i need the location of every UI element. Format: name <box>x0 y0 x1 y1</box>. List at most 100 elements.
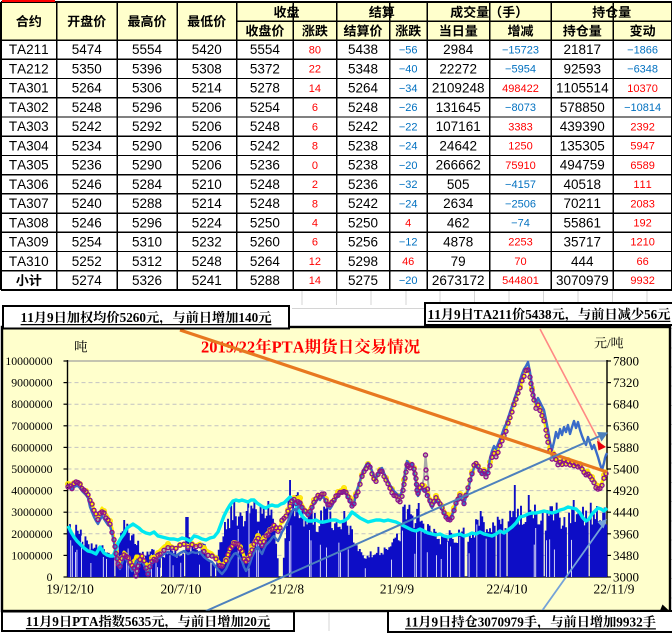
svg-text:5260: 5260 <box>250 235 280 250</box>
svg-text:5260: 5260 <box>120 310 147 325</box>
svg-text:TA302: TA302 <box>9 100 49 115</box>
svg-text:505: 505 <box>447 177 470 192</box>
svg-text:444: 444 <box>571 254 594 269</box>
svg-text:3960: 3960 <box>613 526 639 541</box>
svg-text:3000: 3000 <box>613 570 639 585</box>
svg-text:2634: 2634 <box>443 196 474 211</box>
svg-text:5290: 5290 <box>132 158 162 173</box>
svg-text:−1866: −1866 <box>627 44 658 56</box>
svg-text:5438: 5438 <box>348 42 378 57</box>
svg-text:5274: 5274 <box>72 273 103 288</box>
svg-text:9932: 9932 <box>616 614 643 629</box>
svg-text:5288: 5288 <box>250 273 280 288</box>
svg-text:5296: 5296 <box>132 100 162 115</box>
svg-text:2000000: 2000000 <box>11 527 52 541</box>
svg-text:0: 0 <box>47 570 53 584</box>
svg-text:5308: 5308 <box>192 61 222 76</box>
svg-text:11: 11 <box>428 307 441 322</box>
svg-text:5232: 5232 <box>192 235 222 250</box>
svg-text:5947: 5947 <box>630 141 654 153</box>
svg-text:5298: 5298 <box>348 254 378 269</box>
svg-text:3070979: 3070979 <box>478 614 525 629</box>
svg-text:9932: 9932 <box>630 275 654 287</box>
svg-text:2984: 2984 <box>443 42 474 57</box>
svg-text:4: 4 <box>405 218 411 230</box>
svg-text:14: 14 <box>309 275 321 287</box>
svg-text:4000000: 4000000 <box>11 484 52 498</box>
svg-text:111: 111 <box>633 179 651 191</box>
svg-text:8: 8 <box>312 141 318 153</box>
svg-text:5474: 5474 <box>72 42 103 57</box>
svg-text:5210: 5210 <box>192 177 222 192</box>
svg-text:20/7/10: 20/7/10 <box>161 582 202 597</box>
svg-text:2253: 2253 <box>508 237 532 249</box>
svg-text:5242: 5242 <box>72 119 102 134</box>
svg-text:2: 2 <box>312 179 318 191</box>
svg-text:5312: 5312 <box>132 254 162 269</box>
svg-text:5292: 5292 <box>132 119 162 134</box>
svg-text:−10814: −10814 <box>624 102 661 114</box>
svg-text:5880: 5880 <box>613 440 639 455</box>
svg-text:2109248: 2109248 <box>432 81 485 96</box>
svg-text:1210: 1210 <box>630 237 654 249</box>
svg-text:5242: 5242 <box>250 138 280 153</box>
svg-text:266662: 266662 <box>436 158 481 173</box>
svg-text:7000000: 7000000 <box>11 419 52 433</box>
svg-text:9: 9 <box>432 614 439 629</box>
svg-text:192: 192 <box>633 218 651 230</box>
svg-text:3000000: 3000000 <box>11 505 52 519</box>
svg-text:3480: 3480 <box>613 548 639 563</box>
svg-text:5372: 5372 <box>250 61 280 76</box>
svg-text:4920: 4920 <box>613 483 639 498</box>
svg-text:5246: 5246 <box>72 215 102 230</box>
svg-text:66: 66 <box>636 256 648 268</box>
svg-text:5254: 5254 <box>250 100 281 115</box>
svg-text:5310: 5310 <box>132 235 162 250</box>
svg-text:5241: 5241 <box>192 273 222 288</box>
svg-text:TA309: TA309 <box>9 235 49 250</box>
svg-text:135305: 135305 <box>560 138 605 153</box>
svg-text:5242: 5242 <box>348 196 378 211</box>
svg-text:80: 80 <box>309 44 321 56</box>
svg-text:5236: 5236 <box>72 158 102 173</box>
svg-text:5396: 5396 <box>132 61 162 76</box>
svg-text:TA303: TA303 <box>9 119 49 134</box>
svg-text:56: 56 <box>644 307 658 322</box>
svg-text:12: 12 <box>309 256 321 268</box>
svg-text:1105514: 1105514 <box>556 81 609 96</box>
svg-text:−32: −32 <box>399 179 418 191</box>
svg-text:2673172: 2673172 <box>432 273 485 288</box>
svg-text:TA307: TA307 <box>9 196 49 211</box>
svg-text:−24: −24 <box>399 141 418 153</box>
svg-text:/: / <box>607 336 611 351</box>
svg-text:TA308: TA308 <box>9 215 49 230</box>
svg-text:TA304: TA304 <box>9 138 49 153</box>
svg-text:5214: 5214 <box>192 196 223 211</box>
svg-text:5224: 5224 <box>192 215 223 230</box>
svg-text:−5954: −5954 <box>505 64 536 76</box>
svg-text:9: 9 <box>454 307 461 322</box>
svg-text:5248: 5248 <box>72 100 102 115</box>
svg-text:5264: 5264 <box>250 254 281 269</box>
svg-text:4878: 4878 <box>443 235 473 250</box>
svg-text:5236: 5236 <box>348 177 378 192</box>
svg-text:5420: 5420 <box>192 42 222 57</box>
svg-text:92593: 92593 <box>564 61 602 76</box>
svg-text:1000000: 1000000 <box>11 548 52 562</box>
svg-text:5635: 5635 <box>125 614 152 629</box>
svg-text:5326: 5326 <box>132 273 162 288</box>
svg-text:6840: 6840 <box>613 397 639 412</box>
svg-text:21/2/8: 21/2/8 <box>270 582 305 597</box>
svg-text:TA211: TA211 <box>9 42 49 57</box>
svg-text:5438: 5438 <box>525 307 552 322</box>
svg-text:14: 14 <box>309 83 321 95</box>
svg-text:−8073: −8073 <box>505 102 536 114</box>
svg-text:−24: −24 <box>399 198 418 210</box>
svg-text:46: 46 <box>402 256 414 268</box>
svg-text:−74: −74 <box>511 218 530 230</box>
svg-text:5296: 5296 <box>132 215 162 230</box>
svg-text:5554: 5554 <box>250 42 281 57</box>
svg-text:6000000: 6000000 <box>11 440 52 454</box>
svg-text:5248: 5248 <box>250 177 280 192</box>
svg-text:5288: 5288 <box>132 196 162 211</box>
